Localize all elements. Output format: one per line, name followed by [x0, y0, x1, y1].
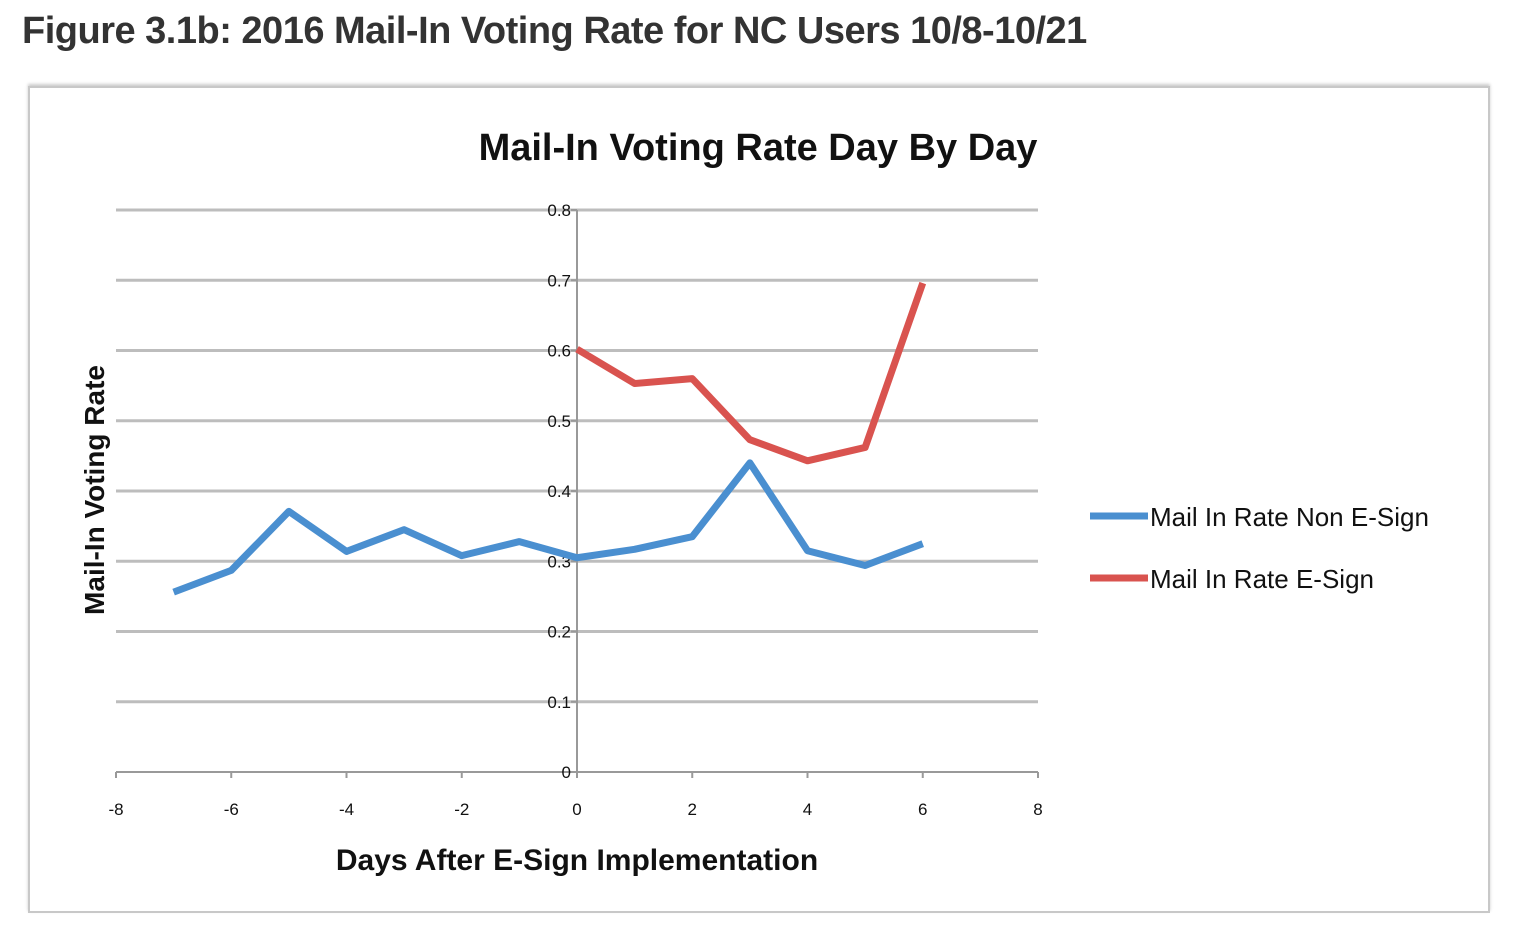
y-tick-label: 0.7	[547, 271, 571, 290]
y-tick-label: 0	[562, 763, 571, 782]
x-tick-label: 8	[1033, 800, 1042, 819]
x-tick-label: -2	[454, 800, 469, 819]
x-tick-label: 6	[918, 800, 927, 819]
chart-title: Mail-In Voting Rate Day By Day	[479, 127, 1038, 169]
x-tick-label: -4	[339, 800, 354, 819]
y-tick-label: 0.4	[547, 482, 571, 501]
series-line-esign	[575, 281, 927, 465]
x-tick-label: 0	[572, 800, 581, 819]
chart-frame	[28, 86, 1490, 913]
series-line-non-esign	[172, 459, 924, 596]
x-tick-label: -8	[108, 800, 123, 819]
legend-label: Mail In Rate Non E-Sign	[1150, 502, 1429, 532]
y-tick-label: 0.5	[547, 412, 571, 431]
y-tick-label: 0.6	[547, 342, 571, 361]
x-axis-label: Days After E-Sign Implementation	[336, 844, 818, 877]
y-tick-label: 0.2	[547, 623, 571, 642]
y-tick-label: 0.8	[547, 201, 571, 220]
figure-title: Figure 3.1b: 2016 Mail-In Voting Rate fo…	[22, 10, 1087, 52]
x-tick-label: 4	[803, 800, 812, 819]
x-tick-label: 2	[688, 800, 697, 819]
x-tick-label: -6	[224, 800, 239, 819]
y-tick-label: 0.1	[547, 693, 571, 712]
legend-label: Mail In Rate E-Sign	[1150, 564, 1374, 594]
y-axis-label: Mail-In Voting Rate	[79, 365, 110, 615]
